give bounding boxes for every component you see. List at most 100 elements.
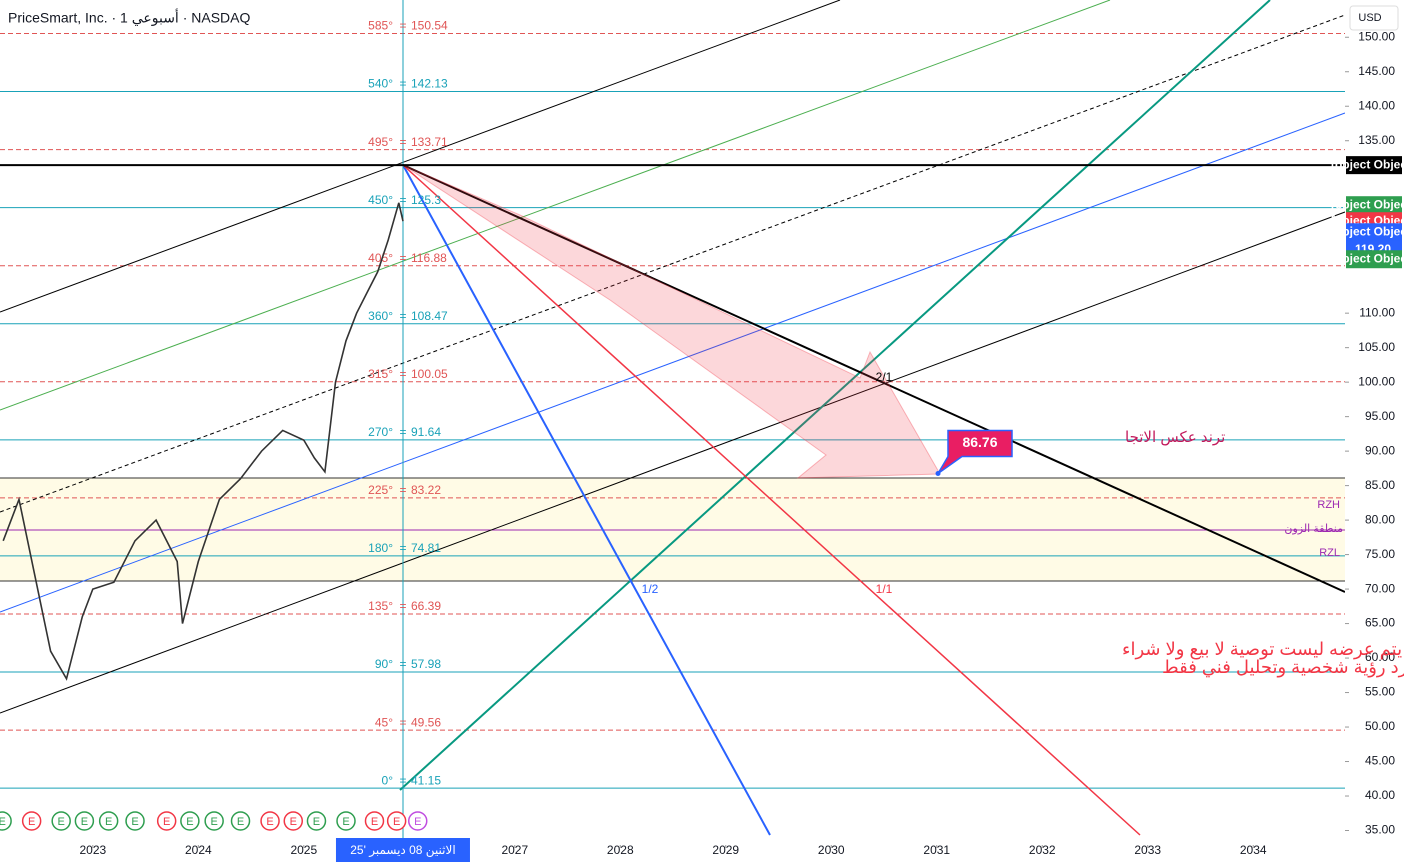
y-tick-label: 40.00 (1365, 788, 1395, 802)
gann-separator: = (399, 19, 406, 33)
gann-up (399, 0, 1271, 791)
earnings-label: E (393, 816, 400, 828)
y-tick-label: 85.00 (1365, 478, 1395, 492)
currency: USD (1358, 12, 1381, 24)
x-tick-label: 2025 (290, 843, 317, 857)
symbol-title: PriceSmart, Inc. · أسبوعي 1 · NASDAQ (8, 9, 251, 27)
gann-angle: 495° (368, 135, 393, 149)
fan-1-1 (402, 164, 1141, 836)
price-tag (1346, 156, 1402, 175)
gann-angle: 540° (368, 77, 393, 91)
earnings-icon (156, 811, 177, 831)
gann-value: 91.64 (411, 425, 441, 439)
earnings-label: E (131, 816, 138, 828)
disclaimer-1: ما يتم عرضه ليست توصية لا بيع ولا شراء (1122, 639, 1404, 660)
target-callout (937, 429, 1013, 475)
gann-separator: = (399, 599, 406, 613)
x-tick-label: 2024 (185, 843, 212, 857)
gann-separator: = (399, 193, 406, 207)
channel-blue (0, 112, 1346, 613)
fan-two: 2/1 (876, 370, 893, 384)
y-tick-label: 135.00 (1358, 133, 1395, 147)
y-tick-label: 95.00 (1365, 409, 1395, 423)
earnings-label: E (414, 816, 421, 828)
earnings-icon (180, 811, 200, 831)
earnings-icon (125, 811, 145, 831)
y-tick-label: 105.00 (1358, 340, 1395, 354)
earnings-icon (364, 811, 385, 831)
earnings-label: E (290, 816, 297, 828)
date-marker-label: الاثنين 08 ديسمبر '25 (350, 843, 455, 858)
gann-value: 125.3 (411, 193, 441, 207)
gann-separator: = (399, 309, 406, 323)
y-tick-label: 145.00 (1358, 64, 1395, 78)
x-tick-label: 2034 (1240, 843, 1267, 857)
gann-angle: 45° (375, 715, 393, 729)
fan-1-2 (402, 164, 771, 836)
earnings-icon (260, 811, 280, 831)
gann-separator: = (399, 425, 406, 439)
y-tick-label: 140.00 (1358, 98, 1395, 112)
earnings-icon (336, 811, 356, 831)
earnings-icon (283, 811, 304, 831)
gann-angle: 405° (368, 251, 393, 265)
earnings-label: E (371, 816, 378, 828)
gann-value: 150.54 (411, 19, 448, 33)
y-tick-label: 80.00 (1365, 512, 1395, 526)
y-tick-label: 65.00 (1365, 616, 1395, 630)
earnings-icon (98, 811, 119, 831)
gann-value: 74.81 (411, 541, 441, 555)
currency-box[interactable] (1349, 5, 1399, 31)
earnings-icon (21, 811, 42, 831)
zone-label: منطقة الزون (1284, 523, 1343, 535)
x-tick-label: 2027 (501, 843, 528, 857)
price-tag (1346, 250, 1402, 269)
gann-separator: = (399, 77, 406, 91)
date-marker (335, 838, 470, 862)
earnings-label: E (163, 816, 170, 828)
gann-angle: 225° (368, 483, 393, 497)
gann-value: 41.15 (411, 773, 441, 787)
rzl: RZL (1319, 547, 1340, 559)
earnings-label: E (28, 816, 35, 828)
gann-angle: 450° (368, 193, 393, 207)
gann-separator: = (399, 483, 406, 497)
gann-separator: = (399, 135, 406, 149)
gann-angle: 270° (368, 425, 393, 439)
gann-value: 49.56 (411, 715, 441, 729)
rzh: RZH (1317, 499, 1340, 511)
y-tick-label: 55.00 (1365, 685, 1395, 699)
price-tag (1346, 223, 1402, 242)
target-label: 86.76 (962, 434, 997, 450)
gann-value: 116.88 (411, 251, 447, 265)
y-tick-label: 70.00 (1365, 581, 1395, 595)
y-tick-label: 90.00 (1365, 443, 1395, 457)
x-tick-label: 2033 (1134, 843, 1161, 857)
y-tick-label: 50.00 (1365, 719, 1395, 733)
x-tick-label: 2028 (607, 843, 634, 857)
fan-half: 1/2 (642, 582, 659, 596)
gann-separator: = (399, 657, 406, 671)
gann-angle: 90° (375, 657, 393, 671)
fan-one: 1/1 (876, 582, 893, 596)
y-tick-label: 100.00 (1358, 374, 1395, 388)
x-tick-label: 2030 (818, 843, 845, 857)
earnings-label: E (81, 816, 88, 828)
price-tag (1346, 196, 1402, 215)
fan-2-1 (402, 164, 1346, 593)
earnings-label: E (0, 816, 6, 828)
gann-angle: 180° (368, 541, 393, 555)
y-tick-label: 75.00 (1365, 547, 1395, 561)
y-tick-label: 60.00 (1365, 650, 1395, 664)
gann-value: 142.13 (411, 77, 448, 91)
target-arrow (402, 164, 941, 479)
price-tag-label: [object Object] (1331, 197, 1404, 211)
price-tag-label: [object Object] (1331, 157, 1404, 171)
channel-bottom (0, 211, 1346, 714)
y-tick-label: 45.00 (1365, 754, 1395, 768)
y-tick-label: 35.00 (1365, 823, 1395, 837)
x-tick-label: 2029 (712, 843, 739, 857)
gann-separator: = (399, 541, 406, 555)
gann-separator: = (399, 715, 406, 729)
